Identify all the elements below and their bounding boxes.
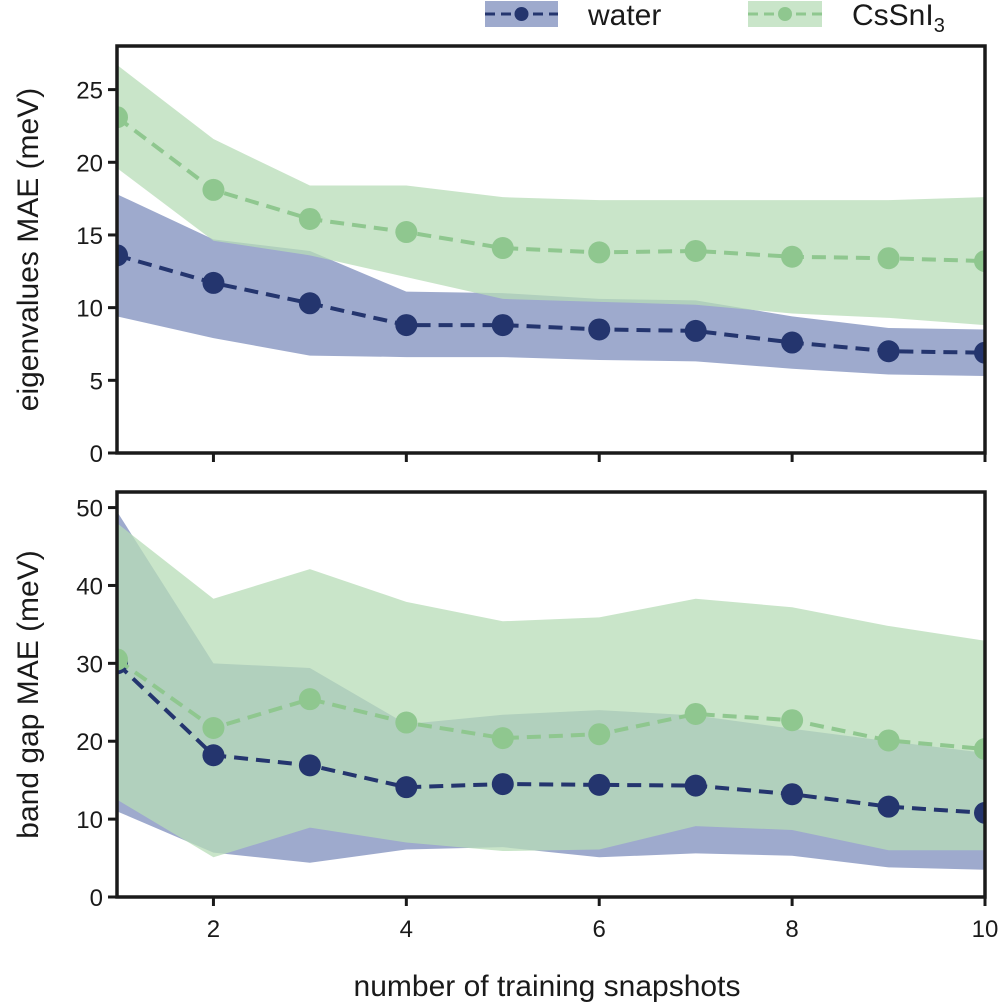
eigenvalues-water-point bbox=[202, 271, 225, 294]
eigenvalues-cssni3-point bbox=[588, 241, 611, 264]
eigenvalues-water-error-band bbox=[117, 194, 985, 376]
bandgap-cssni3-point bbox=[588, 723, 611, 746]
eigenvalues-cssni3-point bbox=[395, 221, 418, 244]
eigenvalues-water-point bbox=[117, 244, 128, 267]
bandgap-y-tick-label: 10 bbox=[76, 807, 103, 834]
bandgap-cssni3-point bbox=[877, 729, 900, 752]
bandgap-cssni3-error-band bbox=[117, 523, 985, 858]
bandgap-panel: 0 10 20 30 40 50 2 4 6 8 10 band gap MAE (meV) bbox=[12, 490, 999, 943]
eigenvalues-cssni3-point bbox=[974, 250, 985, 273]
bandgap-cssni3-point bbox=[117, 648, 128, 671]
legend-item-cssni3: CsSnI3 bbox=[748, 0, 945, 37]
bandgap-y-tick-label: 20 bbox=[76, 729, 103, 756]
eigenvalues-y-tick-label: 5 bbox=[90, 368, 103, 395]
x-tick-label: 6 bbox=[593, 916, 606, 943]
eigenvalues-water-point bbox=[781, 331, 804, 354]
bandgap-plot-area bbox=[117, 511, 985, 870]
bandgap-water-point bbox=[974, 801, 985, 824]
eigenvalues-y-tick-label: 25 bbox=[76, 78, 103, 105]
legend-marker bbox=[778, 7, 792, 21]
eigenvalues-y-axis-label: eigenvalues MAE (meV) bbox=[12, 88, 45, 411]
legend: water CsSnI3 bbox=[485, 0, 945, 37]
x-axis-label: number of training snapshots bbox=[354, 970, 741, 1003]
bandgap-frame bbox=[115, 490, 987, 899]
bandgap-water-point bbox=[877, 795, 900, 818]
bandgap-cssni3-line bbox=[117, 657, 985, 752]
eigenvalues-y-tick-label: 15 bbox=[76, 223, 103, 250]
eigenvalues-water-point bbox=[298, 292, 321, 315]
eigenvalues-cssni3-point bbox=[202, 178, 225, 201]
eigenvalues-water-point bbox=[491, 314, 514, 337]
eigenvalues-frame bbox=[115, 44, 987, 455]
eigenvalues-water-point bbox=[588, 318, 611, 341]
bandgap-y-axis-label: band gap MAE (meV) bbox=[12, 550, 45, 838]
legend-label: CsSnI3 bbox=[852, 0, 945, 37]
bandgap-water-point bbox=[298, 754, 321, 777]
bandgap-cssni3-point bbox=[684, 702, 707, 725]
eigenvalues-cssni3-point bbox=[877, 247, 900, 270]
bandgap-water-point bbox=[684, 774, 707, 797]
bandgap-cssni3-point bbox=[395, 711, 418, 734]
bandgap-water-point bbox=[781, 783, 804, 806]
eigenvalues-y-tick-label: 10 bbox=[76, 296, 103, 323]
eigenvalues-y-tick-label: 20 bbox=[76, 150, 103, 177]
eigenvalues-water-point bbox=[877, 340, 900, 363]
bandgap-cssni3-point bbox=[974, 738, 985, 761]
eigenvalues-cssni3-point bbox=[117, 106, 128, 129]
bandgap-y-tick-label: 40 bbox=[76, 573, 103, 600]
eigenvalues-water-point bbox=[974, 341, 985, 364]
eigenvalues-cssni3-line bbox=[117, 115, 985, 264]
x-tick-label: 4 bbox=[400, 916, 413, 943]
x-tick-label: 2 bbox=[207, 916, 220, 943]
eigenvalues-water-point bbox=[684, 319, 707, 342]
bandgap-cssni3-point bbox=[491, 727, 514, 750]
bandgap-water-point bbox=[395, 776, 418, 799]
eigenvalues-panel: 0 5 10 15 20 25 eigenvalues MAE (meV) bbox=[12, 44, 987, 468]
eigenvalues-plot-area bbox=[117, 64, 985, 376]
eigenvalues-cssni3-point bbox=[298, 207, 321, 230]
x-tick-label: 10 bbox=[972, 916, 999, 943]
bandgap-water-point bbox=[588, 773, 611, 796]
x-tick-label: 8 bbox=[785, 916, 798, 943]
eigenvalues-cssni3-point bbox=[684, 239, 707, 262]
bandgap-cssni3-point bbox=[202, 716, 225, 739]
bandgap-cssni3-point bbox=[781, 709, 804, 732]
eigenvalues-cssni3-error-band bbox=[117, 64, 985, 326]
bandgap-y-tick-label: 30 bbox=[76, 651, 103, 678]
bandgap-water-line bbox=[117, 661, 985, 815]
legend-marker bbox=[514, 7, 529, 21]
bandgap-water-point bbox=[202, 744, 225, 767]
bandgap-cssni3-point bbox=[298, 688, 321, 711]
eigenvalues-cssni3-point bbox=[491, 237, 514, 260]
eigenvalues-water-point bbox=[395, 314, 418, 337]
eigenvalues-cssni3-point bbox=[781, 245, 804, 268]
bandgap-water-point bbox=[491, 773, 514, 796]
bandgap-y-tick-label: 0 bbox=[90, 885, 103, 912]
legend-label: water bbox=[587, 0, 661, 32]
legend-item-water: water bbox=[485, 0, 661, 32]
bandgap-y-tick-label: 50 bbox=[76, 496, 103, 523]
eigenvalues-water-line bbox=[117, 253, 985, 355]
eigenvalues-y-tick-label: 0 bbox=[90, 441, 103, 468]
